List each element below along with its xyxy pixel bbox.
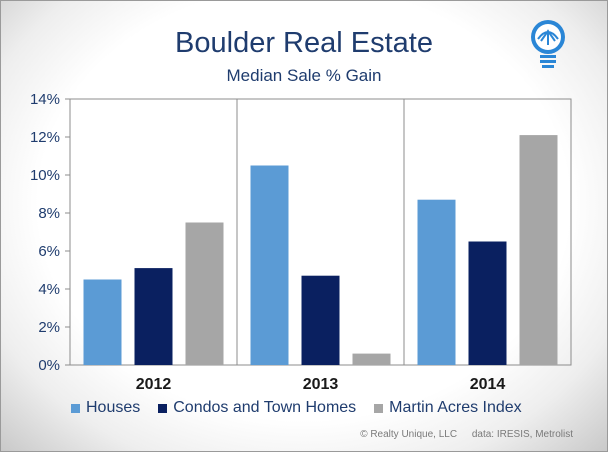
y-tick-label: 14% [30,91,60,108]
y-tick-label: 12% [30,129,60,146]
y-tick-label: 0% [38,357,60,374]
bar-condos-and-town-homes-2014 [468,241,507,365]
legend: Houses Condos and Town Homes Martin Acre… [71,399,540,417]
x-tick-label: 2014 [470,376,506,393]
legend-label-houses: Houses [86,399,141,416]
bar-martin-acres-index-2012 [185,222,224,365]
legend-label-condos: Condos and Town Homes [173,399,357,416]
legend-item-condos: Condos and Town Homes [158,399,356,417]
lightbulb-icon [531,20,565,68]
footer: © Realty Unique, LLC data: IRESIS, Metro… [348,429,573,440]
y-tick-label: 10% [30,167,60,184]
bar-condos-and-town-homes-2013 [301,275,340,365]
y-tick-label: 4% [38,281,60,298]
chart-title: Boulder Real Estate [175,27,433,59]
footer-source: data: IRESIS, Metrolist [471,429,573,440]
legend-item-houses: Houses [71,399,140,417]
bar-houses-2014 [417,199,456,365]
chart-subtitle: Median Sale % Gain [226,66,382,85]
legend-swatch-condos [158,403,168,413]
chart-labels: 0% 2% 4% 6% 8% 10% 12% 14% 2012 2013 2014 [30,91,505,393]
legend-swatch-houses [71,403,80,413]
legend-swatch-martin-acres [374,403,384,413]
legend-item-martin-acres: Martin Acres Index [374,399,522,417]
y-tick-label: 6% [38,243,60,260]
footer-copyright: © Realty Unique, LLC [360,429,458,440]
bar-martin-acres-index-2014 [519,135,558,365]
bar-condos-and-town-homes-2012 [134,268,173,365]
x-tick-label: 2012 [136,376,172,393]
y-tick-label: 2% [38,319,60,336]
bar-martin-acres-index-2013 [352,353,391,365]
bar-houses-2013 [250,165,289,365]
y-tick-label: 8% [38,205,60,222]
legend-label-martin-acres: Martin Acres Index [389,399,522,416]
x-tick-label: 2013 [303,376,339,393]
chart-bars [83,135,558,365]
bar-houses-2012 [83,279,122,365]
